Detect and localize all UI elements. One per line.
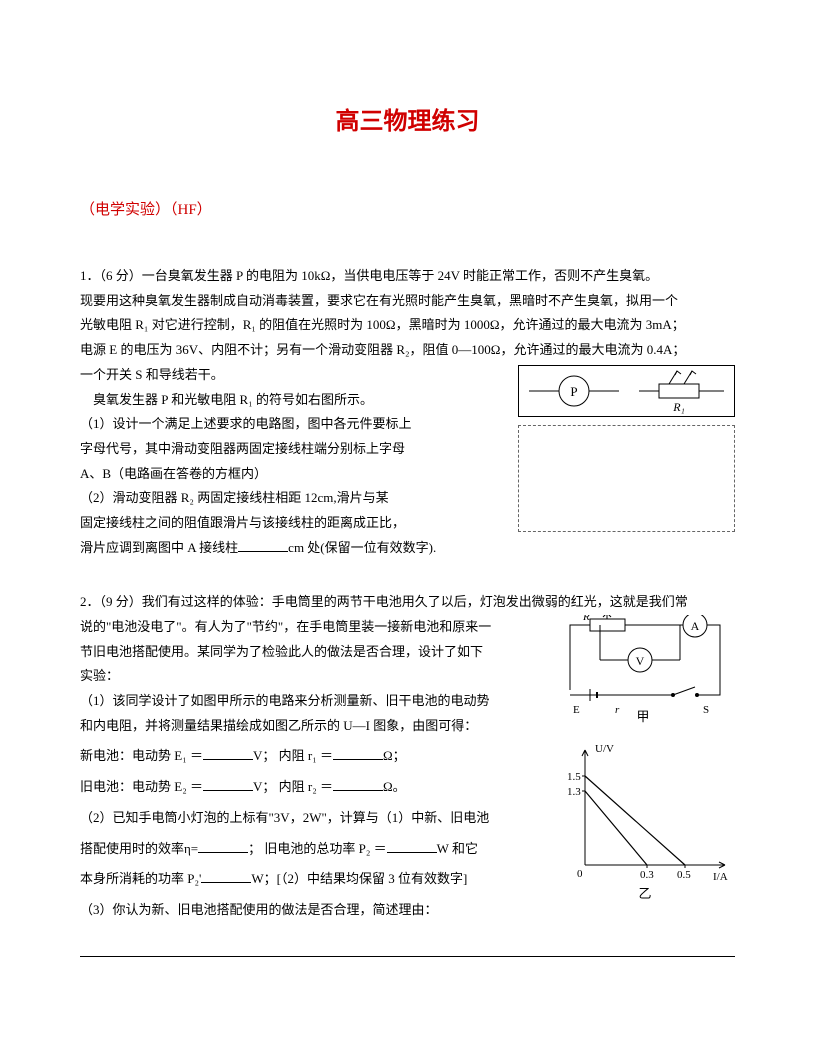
svg-text:U/V: U/V xyxy=(595,743,614,755)
question-1: 1．（6 分）一台臭氧发生器 P 的电阻为 10kΩ，当供电电压等于 24V 时… xyxy=(80,264,735,560)
svg-text:r: r xyxy=(615,704,620,716)
q1-sub2: 滑片应调到离图中 A 接线柱 cm 处(保留一位有效数字). xyxy=(80,536,735,561)
q1-line: 电源 E 的电压为 36V、内阻不计；另有一个滑动变阻器 R₂，阻值 0—100… xyxy=(80,338,735,363)
blank-input-long[interactable] xyxy=(80,943,735,957)
q1-line: 光敏电阻 R₁ 对它进行控制，R₁ 的阻值在光照时为 100Ω，黑暗时为 100… xyxy=(80,313,735,338)
ui-graph: U/V I/A 1.5 1.3 0 0.3 0.5 xyxy=(555,740,735,890)
page-title: 高三物理练习 xyxy=(80,100,735,146)
blank-input[interactable] xyxy=(387,839,437,853)
q2-text: V； 内阻 r₂ ＝ xyxy=(253,779,333,794)
blank-input[interactable] xyxy=(203,777,253,791)
svg-text:甲: 甲 xyxy=(636,709,649,724)
blank-input[interactable] xyxy=(333,746,383,760)
p-symbol-label: P xyxy=(570,384,577,399)
q2-text: Ω； xyxy=(383,748,406,763)
question-2: 2．（9 分）我们有过这样的体验：手电筒里的两节干电池用久了以后，灯泡发出微弱的… xyxy=(80,590,735,965)
q1-line: 1．（6 分）一台臭氧发生器 P 的电阻为 10kΩ，当供电电压等于 24V 时… xyxy=(80,264,735,289)
svg-text:S: S xyxy=(703,704,709,716)
svg-text:1.3: 1.3 xyxy=(567,786,581,798)
q1-line: 现要用这种臭氧发生器制成自动消毒装置，要求它在有光照时能产生臭氧，黑暗时不产生臭… xyxy=(80,289,735,314)
q2-text: 本身所消耗的功率 P₂' xyxy=(80,871,201,886)
q1-text: 滑片应调到离图中 A 接线柱 xyxy=(80,540,238,555)
symbol-diagram: P R₁ xyxy=(518,365,735,417)
circuit-diagram: R A V xyxy=(555,615,735,725)
subtitle: （电学实验）（HF） xyxy=(80,196,735,225)
q1-text: cm 处(保留一位有效数字). xyxy=(288,540,436,555)
blank-input[interactable] xyxy=(198,839,248,853)
q2-text: W；[（2）中结果均保留 3 位有效数字] xyxy=(251,871,467,886)
svg-text:V: V xyxy=(636,654,645,668)
answer-box xyxy=(518,425,735,532)
svg-text:I/A: I/A xyxy=(713,871,728,883)
r1-symbol-label: R₁ xyxy=(672,400,685,414)
svg-text:A: A xyxy=(691,619,700,633)
q2-text: 新电池：电动势 E₁ ＝ xyxy=(80,748,203,763)
q2-line: 2．（9 分）我们有过这样的体验：手电筒里的两节干电池用久了以后，灯泡发出微弱的… xyxy=(80,590,735,615)
svg-text:乙: 乙 xyxy=(638,886,651,900)
q2-text: ； 旧电池的总功率 P₂ ＝ xyxy=(248,841,387,856)
q2-text: 搭配使用时的效率η= xyxy=(80,841,198,856)
q2-sub3: （3）你认为新、旧电池搭配使用的做法是否合理，简述理由： xyxy=(80,898,735,923)
svg-text:0: 0 xyxy=(577,868,583,880)
svg-text:E: E xyxy=(573,704,580,716)
svg-text:0.5: 0.5 xyxy=(677,869,691,881)
svg-text:1.5: 1.5 xyxy=(567,771,581,783)
q2-text: W 和它 xyxy=(437,841,478,856)
q2-text: 旧电池：电动势 E₂ ＝ xyxy=(80,779,203,794)
q2-text: V； 内阻 r₁ ＝ xyxy=(253,748,333,763)
q2-text: Ω。 xyxy=(383,779,406,794)
svg-text:R: R xyxy=(582,615,590,623)
blank-input[interactable] xyxy=(203,746,253,760)
blank-input[interactable] xyxy=(201,869,251,883)
blank-input[interactable] xyxy=(333,777,383,791)
blank-input[interactable] xyxy=(238,538,288,552)
svg-text:0.3: 0.3 xyxy=(640,869,654,881)
